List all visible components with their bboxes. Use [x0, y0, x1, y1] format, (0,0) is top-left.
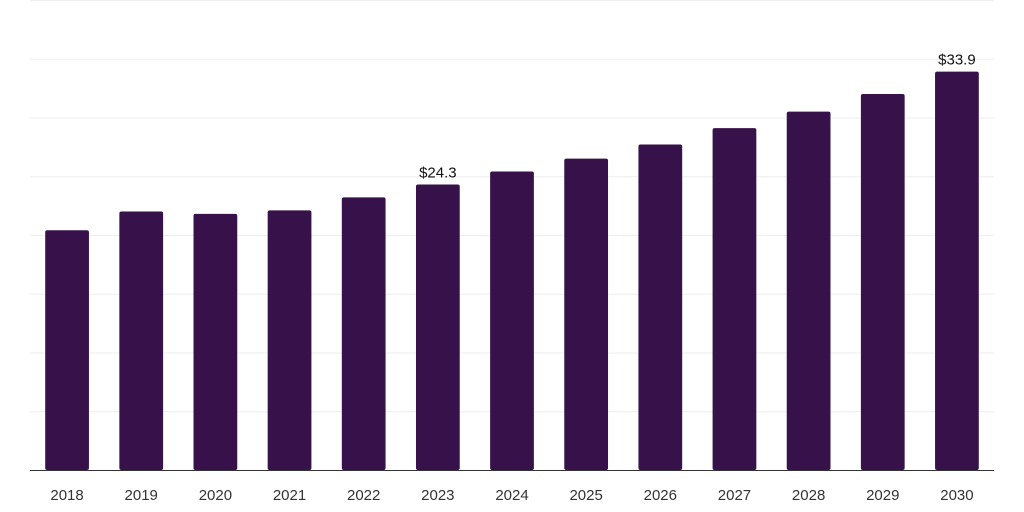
x-tick-label: 2026 [644, 487, 677, 504]
x-tick-label: 2029 [866, 487, 899, 504]
bar-2019[interactable] [119, 211, 164, 471]
bar-2018[interactable] [45, 230, 89, 470]
x-tick-label: 2024 [495, 487, 528, 504]
bar-2023[interactable] [415, 184, 460, 470]
x-tick-label: 2018 [50, 487, 83, 504]
data-label-2023: $24.3 [419, 164, 457, 181]
x-tick-label: 2030 [940, 487, 973, 504]
bar-2030[interactable] [935, 71, 979, 471]
bar-2029[interactable] [860, 94, 905, 470]
data-label-2030: $33.9 [938, 52, 976, 69]
x-tick-labels: 2018 2019 2020 2021 2022 2023 2024 2025 2026 2027… [50, 487, 973, 504]
x-tick-label: 2027 [718, 487, 751, 504]
x-tick-label: 2025 [569, 487, 602, 504]
x-tick-label: 2021 [273, 487, 306, 504]
bars [45, 71, 979, 471]
x-tick-label: 2022 [347, 487, 380, 504]
bar-2026[interactable] [638, 144, 683, 470]
bar-2025[interactable] [564, 158, 609, 470]
x-tick-label: 2023 [421, 487, 454, 504]
bar-2024[interactable] [490, 171, 534, 471]
x-tick-label: 2028 [792, 487, 825, 504]
data-labels: $24.3 $33.9 [419, 52, 976, 182]
bar-2021[interactable] [267, 210, 312, 470]
x-tick-label: 2019 [125, 487, 158, 504]
bar-2020[interactable] [193, 213, 238, 470]
bar-2022[interactable] [341, 197, 386, 470]
bar-2027[interactable] [712, 128, 757, 470]
x-tick-label: 2020 [199, 487, 232, 504]
bar-2028[interactable] [786, 111, 831, 470]
